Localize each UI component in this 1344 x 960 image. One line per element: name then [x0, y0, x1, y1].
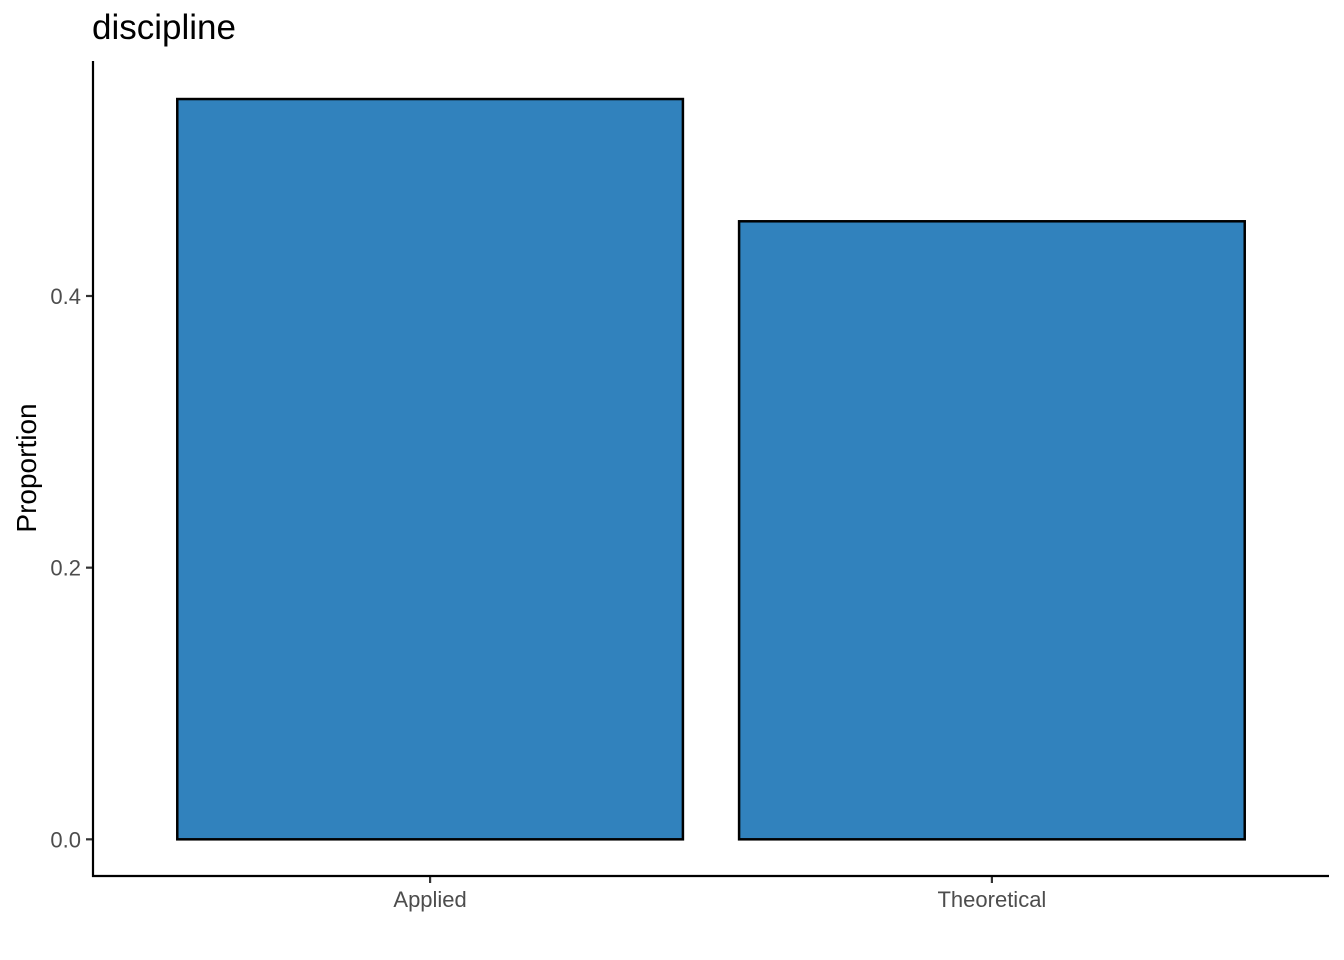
y-tick-label: 0.4: [50, 284, 81, 309]
chart-title: discipline: [92, 8, 236, 47]
y-axis-label: Proportion: [11, 403, 42, 532]
x-tick-label: Theoretical: [937, 887, 1046, 912]
bar-applied: [176, 97, 685, 841]
x-tick-label: Applied: [393, 887, 466, 912]
y-tick-label: 0.2: [50, 556, 81, 581]
bars-group: [176, 97, 1246, 841]
y-tick-label: 0.0: [50, 827, 81, 852]
x-axis-ticks: Applied Theoretical: [393, 876, 1046, 912]
y-axis-ticks: 0.0 0.2 0.4: [50, 284, 93, 852]
bar-theoretical: [737, 220, 1246, 841]
